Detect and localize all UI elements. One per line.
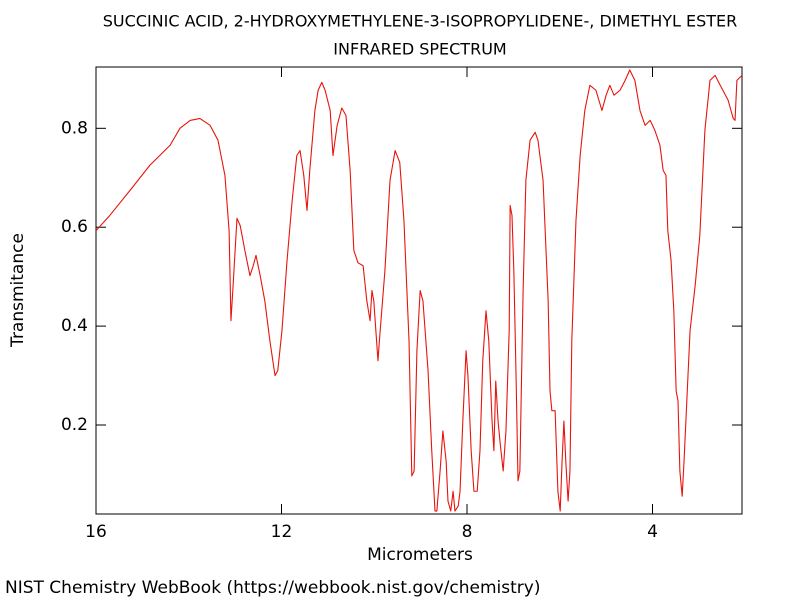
x-axis-label: Micrometers [367,545,473,565]
y-tick-label: 0.6 [61,217,88,237]
plot-frame [95,66,743,515]
y-tick-label: 0.4 [61,316,88,336]
credit: NIST Chemistry WebBook (https://webbook.… [5,578,540,598]
spectrum-line [95,69,743,512]
chart-title: SUCCINIC ACID, 2-HYDROXYMETHYLENE-3-ISOP… [103,12,738,31]
x-tick-label: 8 [462,522,473,542]
chart-subtitle: INFRARED SPECTRUM [333,40,506,59]
y-tick-label: 0.2 [61,415,88,435]
y-tick-label: 0.8 [61,118,88,138]
x-tick-label: 12 [271,522,293,542]
y-axis-label: Transmitance [8,233,28,348]
x-tick-label: 4 [647,522,658,542]
x-tick-label: 16 [85,522,107,542]
